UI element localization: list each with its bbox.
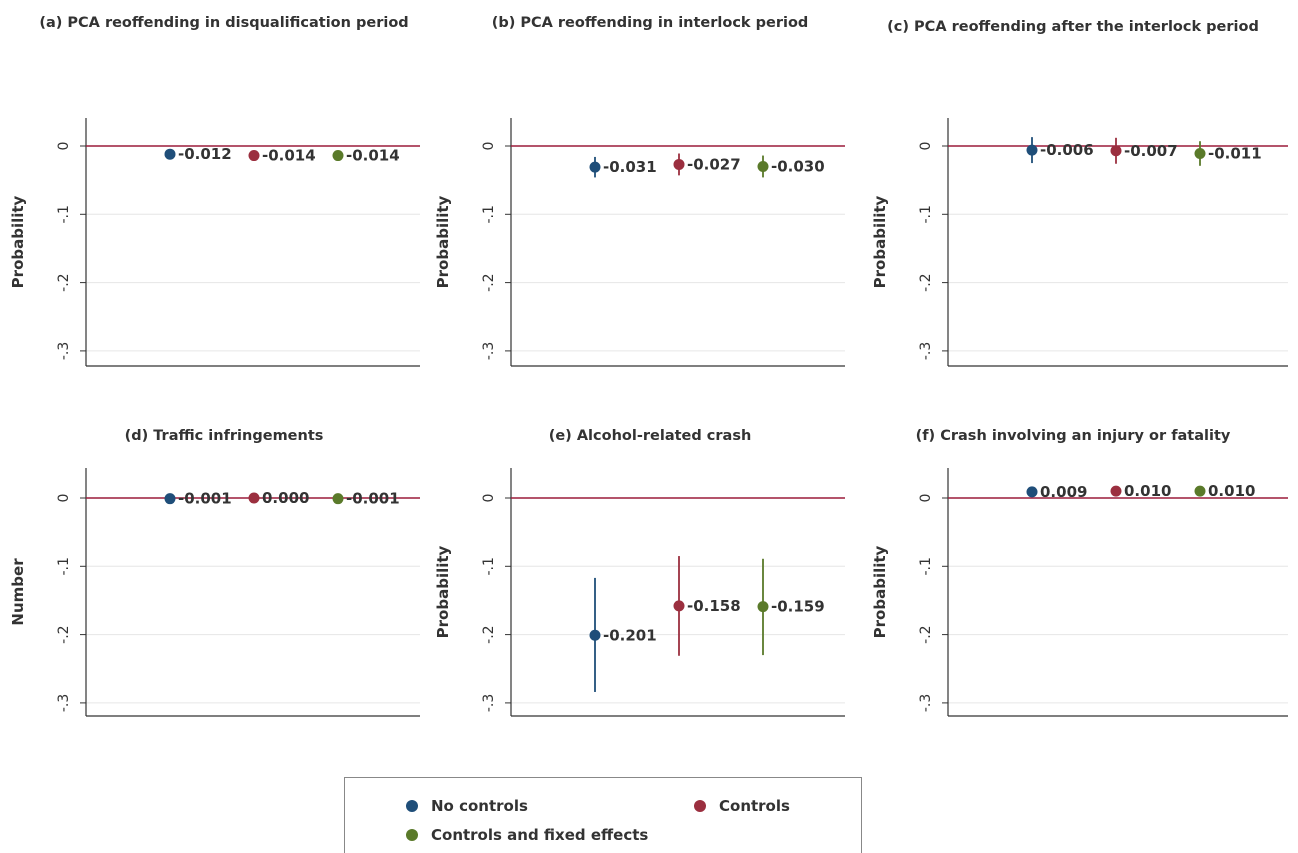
y-tick-label: -.3 xyxy=(481,342,497,360)
point-estimate xyxy=(1194,148,1206,160)
point-estimate xyxy=(589,629,601,641)
y-tick-label: -.2 xyxy=(481,625,497,643)
legend-label: No controls xyxy=(431,797,528,815)
data-label: 0.010 xyxy=(1124,482,1171,500)
data-label: -0.030 xyxy=(771,157,825,175)
point-estimate xyxy=(673,600,685,612)
y-tick-label: -.1 xyxy=(481,205,497,223)
y-tick-label: -.1 xyxy=(918,205,934,223)
legend-box xyxy=(344,777,862,853)
chart-panel-a: (a) PCA reoffending in disqualification … xyxy=(9,15,420,367)
y-tick-label: 0 xyxy=(481,142,497,151)
data-label: -0.031 xyxy=(603,158,657,176)
data-label: -0.201 xyxy=(603,626,657,644)
y-axis-label: Probability xyxy=(434,195,452,288)
data-label: -0.014 xyxy=(262,147,316,165)
y-tick-label: -.3 xyxy=(918,694,934,712)
point-estimate xyxy=(757,160,769,172)
legend-marker xyxy=(406,829,418,841)
legend-label: Controls xyxy=(719,797,790,815)
point-estimate xyxy=(673,158,685,170)
data-label: -0.027 xyxy=(687,155,741,173)
point-estimate xyxy=(248,492,260,504)
y-tick-label: -.2 xyxy=(56,625,72,643)
data-label: -0.007 xyxy=(1124,142,1178,160)
legend: No controls Controls Controls and fixed ef… xyxy=(344,777,862,853)
data-label: 0.009 xyxy=(1040,483,1087,501)
y-tick-label: -.3 xyxy=(56,694,72,712)
y-tick-label: -.3 xyxy=(56,342,72,360)
panel-title: (f) Crash involving an injury or fatalit… xyxy=(916,428,1231,444)
y-tick-label: -.1 xyxy=(481,557,497,575)
y-axis-label: Probability xyxy=(871,545,889,638)
point-estimate xyxy=(589,161,601,173)
chart-panel-b: (b) PCA reoffending in interlock period 0… xyxy=(434,15,845,367)
point-estimate xyxy=(1026,486,1038,498)
point-estimate xyxy=(332,150,344,162)
y-tick-label: 0 xyxy=(918,494,934,503)
point-estimate xyxy=(1110,485,1122,497)
point-estimate xyxy=(332,493,344,505)
panel-title: (b) PCA reoffending in interlock period xyxy=(492,15,809,31)
data-label: -0.006 xyxy=(1040,141,1094,159)
panel-title: (e) Alcohol-related crash xyxy=(549,428,752,444)
data-label: -0.001 xyxy=(346,490,400,508)
chart-panel-e: (e) Alcohol-related crash 0 -.1 -.2 -.3 Proba… xyxy=(434,428,845,717)
y-tick-label: 0 xyxy=(56,494,72,503)
y-axis-label: Probability xyxy=(434,545,452,638)
panel-title: (d) Traffic infringements xyxy=(125,428,324,444)
legend-label: Controls and fixed effects xyxy=(431,826,648,844)
legend-marker xyxy=(406,800,418,812)
point-estimate xyxy=(1110,145,1122,157)
point-estimate xyxy=(164,493,176,505)
y-tick-label: -.2 xyxy=(56,273,72,291)
y-tick-label: -.1 xyxy=(56,205,72,223)
y-tick-label: 0 xyxy=(56,142,72,151)
panel-title: (c) PCA reoffending after the interlock … xyxy=(887,19,1259,35)
point-estimate xyxy=(248,150,260,162)
y-tick-label: -.3 xyxy=(918,342,934,360)
point-estimate xyxy=(1026,144,1038,156)
legend-marker xyxy=(694,800,706,812)
chart-panel-c: (c) PCA reoffending after the interlock … xyxy=(871,19,1288,367)
data-label: -0.001 xyxy=(178,490,232,508)
y-axis-label: Probability xyxy=(9,195,27,288)
point-estimate xyxy=(757,601,769,613)
data-label: 0.000 xyxy=(262,489,309,507)
data-label: 0.010 xyxy=(1208,482,1255,500)
y-axis-label: Number xyxy=(9,558,27,626)
y-tick-label: -.3 xyxy=(481,694,497,712)
y-tick-label: -.2 xyxy=(481,273,497,291)
data-label: -0.158 xyxy=(687,597,741,615)
y-tick-label: -.2 xyxy=(918,273,934,291)
y-axis-label: Probability xyxy=(871,195,889,288)
y-tick-label: 0 xyxy=(918,142,934,151)
y-tick-label: -.1 xyxy=(56,557,72,575)
y-tick-label: -.1 xyxy=(918,557,934,575)
chart-panel-d: (d) Traffic infringements 0 -.1 -.2 -.3 Numbe… xyxy=(9,428,420,717)
y-tick-label: -.2 xyxy=(918,625,934,643)
point-estimate xyxy=(164,148,176,160)
data-label: -0.159 xyxy=(771,598,825,616)
data-label: -0.012 xyxy=(178,145,232,163)
panel-title: (a) PCA reoffending in disqualification … xyxy=(39,15,408,31)
chart-panel-f: (f) Crash involving an injury or fatalit… xyxy=(871,428,1288,717)
y-tick-label: 0 xyxy=(481,494,497,503)
point-estimate xyxy=(1194,485,1206,497)
data-label: -0.014 xyxy=(346,147,400,165)
data-label: -0.011 xyxy=(1208,145,1262,163)
